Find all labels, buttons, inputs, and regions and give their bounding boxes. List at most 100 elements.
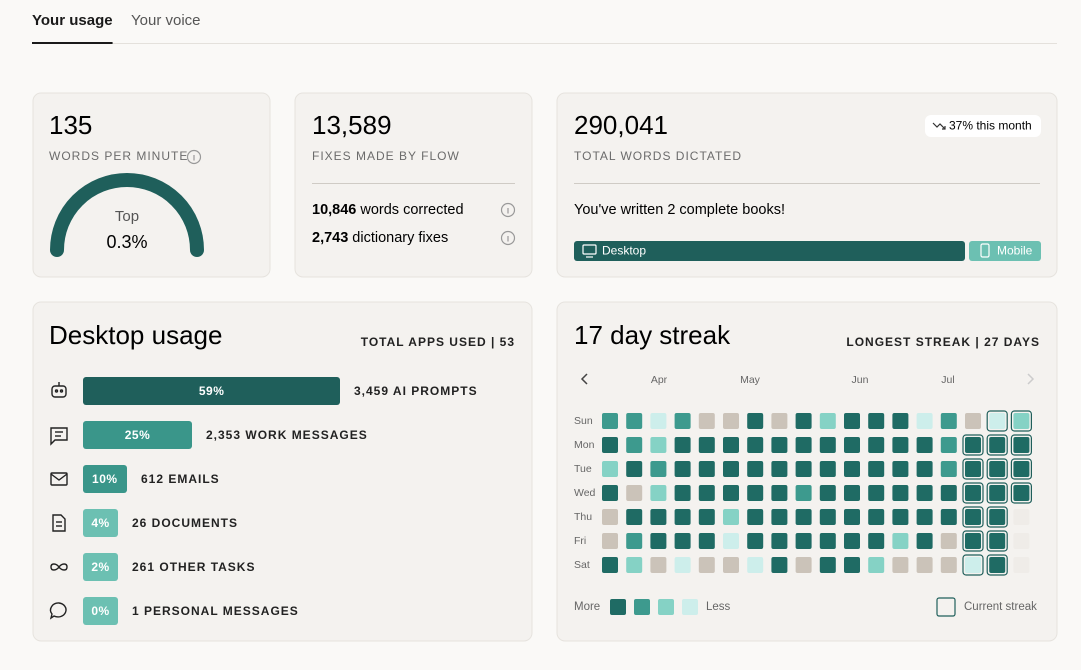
day-cell [844, 533, 860, 549]
longest-streak: LONGEST STREAK | 27 DAYS [846, 335, 1040, 349]
device-icons [582, 243, 990, 258]
day-cell [965, 485, 981, 501]
day-cell [989, 509, 1006, 525]
usage-bar: 0% [83, 597, 118, 625]
day-cell [940, 485, 957, 501]
day-cell [650, 485, 667, 501]
day-cell [674, 533, 691, 549]
day-cell [626, 461, 643, 477]
gauge-value: 0.3% [106, 232, 147, 252]
tab[interactable]: Your voice [131, 12, 201, 29]
month-label: Apr [651, 374, 668, 386]
tab[interactable]: Your usage [32, 12, 113, 29]
day-cell [674, 461, 691, 477]
day-cell [892, 509, 909, 525]
legend-streak-box [936, 597, 956, 617]
day-cell [892, 557, 909, 573]
usage-label: 2,353 WORK MESSAGES [206, 428, 368, 442]
usage-bar: 4% [83, 509, 118, 537]
day-cell [795, 509, 812, 525]
streak-outline [986, 506, 1008, 528]
day-cell [650, 533, 667, 549]
day-cell [602, 437, 618, 453]
day-label: Wed [574, 487, 596, 499]
day-cell [674, 437, 691, 453]
streak-outline [986, 482, 1008, 504]
day-cell [819, 413, 836, 429]
day-label: Sat [574, 559, 590, 571]
streak-outline [1010, 458, 1033, 480]
streak-outline [986, 530, 1008, 552]
streak-outline [986, 410, 1008, 432]
day-cell [795, 461, 812, 477]
day-cell [940, 437, 957, 453]
day-cell [795, 413, 812, 429]
day-cell [747, 437, 764, 453]
trend-badge [925, 115, 1041, 137]
day-cell [626, 413, 643, 429]
day-cell [626, 485, 643, 501]
day-cell [626, 509, 643, 525]
day-cell [892, 533, 909, 549]
message: You've written 2 complete books! [574, 202, 785, 218]
streak-outline [962, 434, 984, 456]
day-cell [795, 437, 812, 453]
device-label: Desktop [602, 244, 646, 258]
streak-outline [986, 554, 1008, 576]
mobile-bar [969, 241, 1041, 261]
day-label: Sun [574, 415, 593, 427]
tab-underline [32, 42, 113, 44]
usage-label: 1 PERSONAL MESSAGES [132, 604, 299, 618]
day-cell [965, 413, 981, 429]
gauge [50, 173, 204, 257]
day-cell [989, 485, 1006, 501]
day-cell [965, 509, 981, 525]
day-cell [698, 557, 715, 573]
future-day [1013, 557, 1030, 573]
next-arrow[interactable] [1027, 373, 1035, 385]
day-cell [916, 413, 933, 429]
day-cell [819, 461, 836, 477]
day-cell [989, 557, 1006, 573]
day-cell [892, 437, 909, 453]
day-cell [940, 413, 957, 429]
day-cell [674, 413, 691, 429]
day-cell [795, 557, 812, 573]
day-cell [916, 437, 933, 453]
row-icons [49, 382, 68, 620]
day-cell [771, 413, 788, 429]
day-cell [747, 461, 764, 477]
streak-outline [962, 482, 984, 504]
day-cell [723, 557, 739, 573]
prev-arrow[interactable] [580, 373, 588, 385]
day-cell [965, 461, 981, 477]
day-cell [940, 533, 957, 549]
day-cell [940, 509, 957, 525]
day-cell [771, 533, 788, 549]
day-cell [602, 485, 618, 501]
month-label: Jul [941, 374, 954, 386]
day-cell [723, 437, 739, 453]
day-cell [698, 509, 715, 525]
fix-text: dictionary fixes [352, 230, 448, 246]
streak-outline [962, 458, 984, 480]
streak-outline [1010, 434, 1033, 456]
day-cell [795, 533, 812, 549]
fix-detail: 2,743 dictionary fixes [312, 230, 448, 246]
day-cell [747, 509, 764, 525]
day-cell [723, 461, 739, 477]
day-cell [723, 485, 739, 501]
day-cell [844, 413, 860, 429]
day-label: Tue [574, 463, 592, 475]
legend-swatch [610, 599, 626, 615]
day-label: Mon [574, 439, 595, 451]
streak-outline [962, 554, 984, 576]
day-cell [1013, 485, 1030, 501]
apps-total: TOTAL APPS USED | 53 [361, 335, 515, 349]
day-cell [626, 557, 643, 573]
day-cell [650, 413, 667, 429]
day-cell [868, 509, 885, 525]
day-cell [916, 533, 933, 549]
usage-label: 26 DOCUMENTS [132, 516, 239, 530]
legend-less: Less [706, 601, 731, 613]
